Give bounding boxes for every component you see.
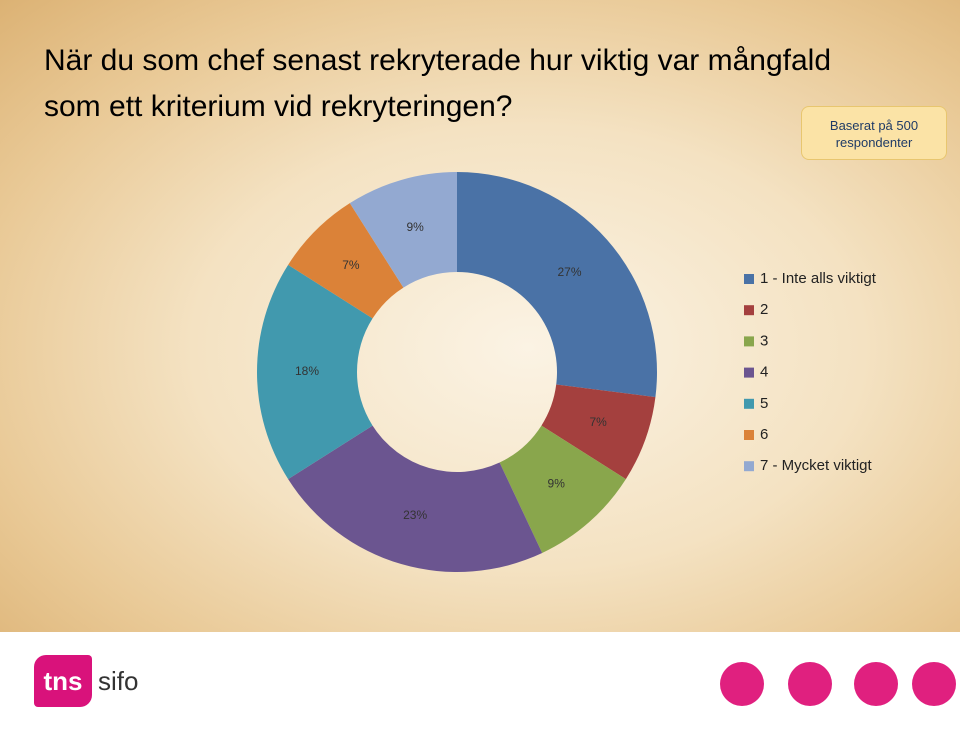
legend-label: 2 [760, 301, 768, 318]
decoration [720, 662, 956, 706]
slice [457, 172, 657, 398]
legend-swatch [744, 305, 754, 316]
slice [288, 425, 543, 572]
value-label: 27% [558, 265, 582, 279]
legend-label: 6 [760, 426, 768, 443]
legend-swatch [744, 461, 754, 472]
chart-title: När du som chef senast rekryterade hur v… [44, 44, 832, 123]
slice [349, 172, 457, 288]
legend-label: 4 [760, 364, 768, 381]
logo: tns sifo [34, 655, 149, 707]
slice [541, 384, 656, 480]
logo-sifo: sifo [98, 666, 139, 696]
value-label: 18% [295, 364, 319, 378]
slice [288, 203, 404, 319]
legend-swatch [744, 336, 754, 347]
value-label: 7% [342, 258, 360, 272]
legend-label: 7 - Mycket viktigt [760, 457, 873, 474]
slice [499, 425, 626, 553]
legend-swatch [744, 398, 754, 409]
note: Baserat på 500 respondenter [801, 106, 947, 160]
value-label: 9% [548, 477, 566, 491]
slice [257, 264, 373, 480]
value-label: 7% [589, 415, 607, 429]
value-label: 9% [406, 220, 424, 234]
value-label: 23% [403, 508, 427, 522]
legend-swatch [744, 430, 754, 440]
logo-tns: tns [34, 655, 92, 707]
legend-label: 3 [760, 332, 768, 349]
legend-swatch [744, 367, 754, 378]
legend-swatch [744, 274, 754, 284]
legend-label: 1 - Inte alls viktigt [760, 270, 877, 287]
legend-label: 5 [760, 395, 768, 412]
